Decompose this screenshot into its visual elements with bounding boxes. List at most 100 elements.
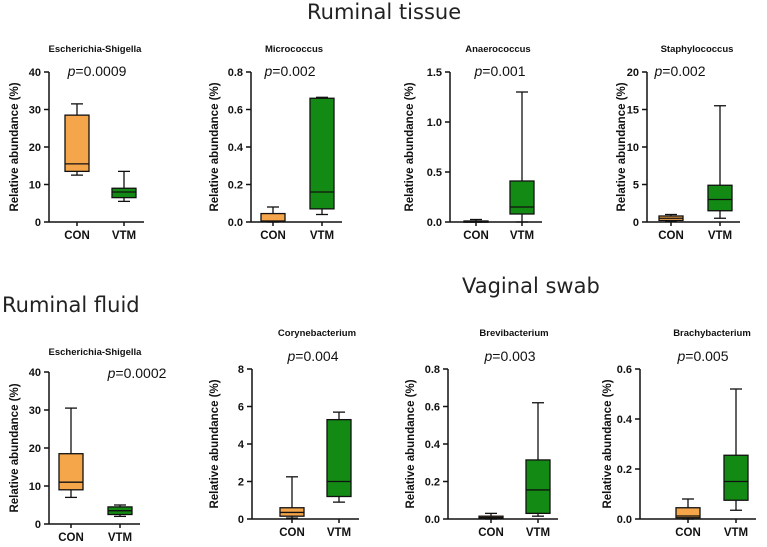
p-value-label: p=0.003: [483, 348, 535, 364]
p-value-number: =0.001: [482, 63, 525, 79]
y-tick-label: 4: [238, 439, 245, 451]
iqr-box-vtm: [525, 459, 551, 515]
x-tick-label-vtm: VTM: [708, 230, 732, 242]
y-tick-label: 0.0: [228, 217, 243, 229]
chart-panel-2: Micrococcus p=0.002 Relative abundance (%)…: [209, 44, 342, 242]
y-tick-label: 5: [633, 180, 639, 192]
p-value-label: p=0.0002: [107, 365, 167, 381]
y-tick-label: 0.8: [228, 67, 243, 79]
y-tick-label: 30: [29, 105, 41, 117]
y-tick-label: 40: [29, 67, 41, 79]
p-value-prefix: p: [653, 63, 662, 79]
y-tick-label: 0.6: [228, 105, 243, 117]
p-value-prefix: p: [676, 348, 685, 364]
p-value-number: =0.0002: [115, 365, 166, 381]
p-value-prefix: p: [67, 63, 76, 79]
iqr-box-vtm: [309, 97, 335, 210]
y-tick-label: 0.6: [425, 402, 440, 414]
x-tick-label-con: CON: [478, 527, 504, 539]
y-tick-label: 1.0: [427, 117, 442, 129]
iqr-box-vtm: [326, 418, 352, 498]
iqr-box-vtm: [723, 454, 749, 501]
y-tick-label: 0.4: [425, 439, 441, 451]
x-tick-label-vtm: VTM: [310, 230, 334, 242]
y-tick-label: 0.2: [425, 477, 440, 489]
p-value-number: =0.003: [492, 348, 535, 364]
y-axis-label: Relative abundance (%): [9, 82, 21, 211]
x-tick-label-con: CON: [58, 532, 84, 544]
chart-panel-8: Brachybacterium p=0.005 Relative abundance…: [602, 328, 756, 539]
y-tick-label: 0: [633, 217, 639, 229]
p-value-number: =0.002: [662, 63, 705, 79]
x-tick-label-con: CON: [675, 527, 701, 539]
p-value-prefix: p: [473, 63, 482, 79]
p-value-prefix: p: [286, 348, 295, 364]
p-value-number: =0.002: [272, 63, 315, 79]
y-tick-label: 0.6: [617, 364, 632, 376]
y-axis-label: Relative abundance (%): [209, 379, 221, 508]
y-axis-label: Relative abundance (%): [404, 82, 416, 211]
y-axis-label: Relative abundance (%): [602, 379, 614, 508]
p-value-label: p=0.002: [653, 63, 705, 79]
y-tick-label: 0: [35, 217, 41, 229]
y-tick-label: 20: [29, 142, 41, 154]
chart-title: Brevibacterium: [479, 328, 548, 339]
p-value-number: =0.004: [295, 348, 338, 364]
iqr-box-vtm: [509, 180, 535, 215]
iqr-box-con: [58, 453, 84, 491]
p-value-label: p=0.0009: [67, 63, 127, 79]
y-tick-label: 0.8: [425, 364, 440, 376]
y-axis-label: Relative abundance (%): [209, 82, 221, 211]
y-tick-label: 20: [627, 67, 639, 79]
y-tick-label: 40: [29, 367, 41, 379]
x-tick-label-vtm: VTM: [112, 230, 136, 242]
y-tick-label: 30: [29, 405, 41, 417]
iqr-box-con: [675, 507, 701, 519]
p-value-prefix: p: [263, 63, 272, 79]
chart-panel-5: Escherichia-Shigella p=0.0002 Relative abu…: [9, 347, 167, 544]
iqr-box-vtm: [707, 184, 733, 212]
p-value-number: =0.0009: [75, 63, 126, 79]
y-axis-label: Relative abundance (%): [616, 82, 628, 211]
y-tick-label: 0.4: [228, 142, 244, 154]
x-tick-label-con: CON: [463, 230, 489, 242]
x-tick-label-con: CON: [260, 230, 286, 242]
y-tick-label: 0.2: [617, 464, 632, 476]
chart-panel-1: Escherichia-Shigella p=0.0009 Relative abu…: [9, 44, 144, 242]
section-title-ruminal-tissue: Ruminal tissue: [307, 0, 462, 24]
section-title-vaginal-swab: Vaginal swab: [462, 274, 600, 298]
chart-panel-7: Brevibacterium p=0.003 Relative abundance …: [405, 328, 558, 539]
chart-title: Anaerococcus: [465, 44, 530, 55]
y-tick-label: 15: [627, 105, 639, 117]
y-axis-label: Relative abundance (%): [9, 383, 21, 512]
chart-panel-6: Corynebacterium p=0.004 Relative abundance…: [209, 328, 359, 539]
p-value-label: p=0.004: [286, 348, 338, 364]
p-value-prefix: p: [483, 348, 492, 364]
y-tick-label: 2: [238, 477, 244, 489]
y-tick-label: 0.0: [427, 217, 442, 229]
p-value-label: p=0.001: [473, 63, 525, 79]
p-value-number: =0.005: [685, 348, 728, 364]
y-tick-label: 10: [29, 481, 41, 493]
x-tick-label-vtm: VTM: [108, 532, 132, 544]
y-tick-label: 1.5: [427, 67, 442, 79]
y-tick-label: 6: [238, 402, 244, 414]
x-tick-label-vtm: VTM: [724, 527, 748, 539]
x-tick-label-con: CON: [64, 230, 90, 242]
p-value-label: p=0.005: [676, 348, 728, 364]
y-tick-label: 0.4: [617, 414, 633, 426]
y-tick-label: 0.0: [425, 514, 440, 526]
section-title-ruminal-fluid: Ruminal fluid: [2, 293, 140, 317]
x-tick-label-vtm: VTM: [510, 230, 534, 242]
chart-title: Brachybacterium: [673, 328, 751, 339]
chart-title: Escherichia-Shigella: [49, 347, 143, 358]
y-axis-label: Relative abundance (%): [405, 379, 417, 508]
iqr-box-vtm: [111, 187, 137, 199]
p-value-label: p=0.002: [263, 63, 315, 79]
y-tick-label: 10: [627, 142, 639, 154]
chart-title: Escherichia-Shigella: [49, 44, 143, 55]
y-tick-label: 0.2: [228, 180, 243, 192]
iqr-box-con: [64, 114, 90, 173]
chart-title: Corynebacterium: [278, 328, 356, 339]
